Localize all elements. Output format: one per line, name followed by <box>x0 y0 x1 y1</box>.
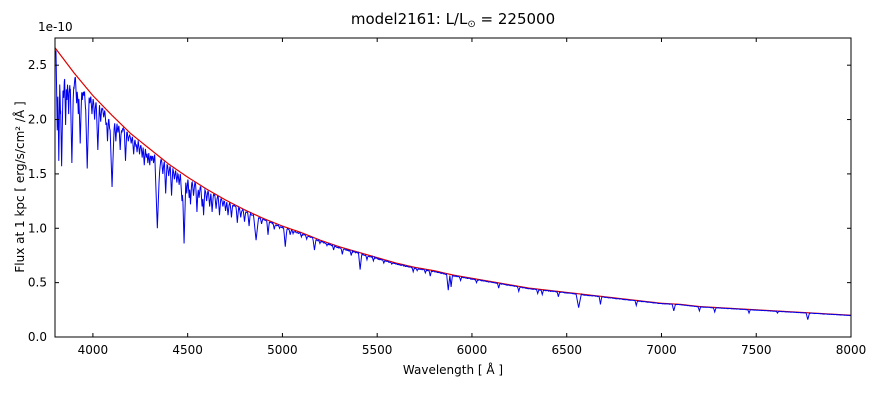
x-tick-label: 4000 <box>78 343 109 357</box>
title-suffix: = 225000 <box>475 10 556 28</box>
y-tick-label: 0.0 <box>28 330 47 344</box>
x-tick-label: 8000 <box>836 343 867 357</box>
y-tick-label: 0.5 <box>28 276 47 290</box>
y-tick-label: 2.5 <box>28 58 47 72</box>
x-tick-label: 6500 <box>551 343 582 357</box>
title-prefix: model2161: L/L <box>350 10 468 28</box>
x-tick-label: 7000 <box>646 343 677 357</box>
x-tick-label: 5500 <box>362 343 393 357</box>
x-tick-label: 6000 <box>457 343 488 357</box>
spectrum-line <box>54 49 852 320</box>
y-axis-offset-label: 1e-10 <box>38 20 73 34</box>
x-tick-label: 5000 <box>267 343 298 357</box>
x-tick-label: 7500 <box>741 343 772 357</box>
x-axis-label: Wavelength [ Å ] <box>402 363 504 377</box>
sun-symbol: ⊙ <box>467 19 476 30</box>
x-tick-label: 4500 <box>172 343 203 357</box>
continuum-line <box>54 47 852 316</box>
y-tick-label: 1.0 <box>28 221 47 235</box>
chart-title: model2161: L/L⊙ = 225000 <box>55 10 851 30</box>
axes-frame <box>54 37 852 338</box>
y-tick-label: 1.5 <box>28 167 47 181</box>
y-tick-label: 2.0 <box>28 113 47 127</box>
